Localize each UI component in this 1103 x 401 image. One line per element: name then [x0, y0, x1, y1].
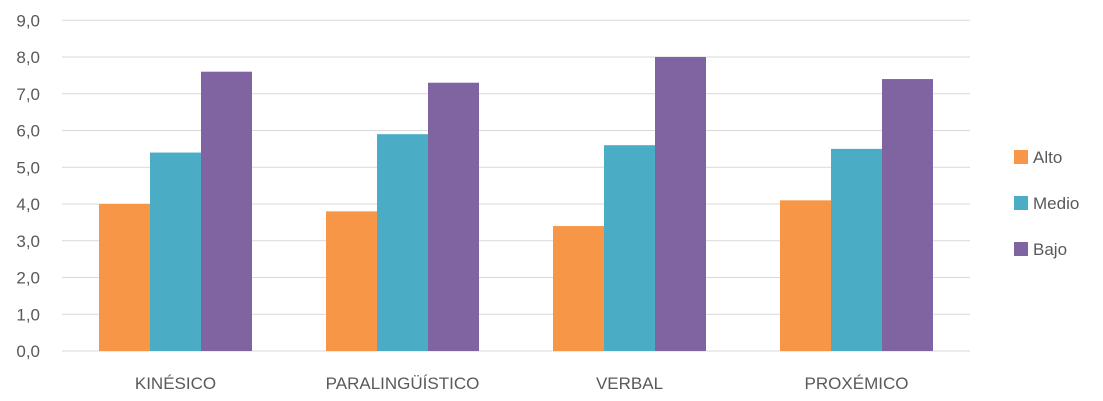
bar-medio-0: [150, 152, 201, 351]
bar-alto-0: [99, 204, 150, 351]
bar-alto-1: [326, 211, 377, 351]
x-tick-label: VERBAL: [596, 374, 663, 393]
bar-bajo-3: [882, 79, 933, 352]
y-axis-tick-labels: 0,0 1,0 2,0 3,0 4,0 5,0 6,0 7,0 8,0 9,0: [16, 11, 40, 361]
y-tick-label: 6,0: [16, 122, 40, 141]
x-tick-label: PARALINGÜÍSTICO: [326, 374, 480, 393]
legend-swatch-alto: [1014, 150, 1028, 164]
legend-swatch-bajo: [1014, 242, 1028, 256]
bar-medio-3: [831, 148, 882, 351]
y-tick-label: 8,0: [16, 48, 40, 67]
bar-medio-2: [604, 145, 655, 351]
bars: [99, 57, 933, 352]
y-tick-label: 1,0: [16, 305, 40, 324]
y-tick-label: 5,0: [16, 158, 40, 177]
x-tick-label: KINÉSICO: [135, 374, 216, 393]
y-tick-label: 7,0: [16, 85, 40, 104]
y-tick-label: 2,0: [16, 269, 40, 288]
legend-swatch-medio: [1014, 196, 1028, 210]
y-tick-label: 4,0: [16, 195, 40, 214]
bar-bajo-1: [428, 82, 479, 351]
bar-alto-3: [780, 200, 831, 351]
y-tick-label: 3,0: [16, 232, 40, 251]
x-axis-category-labels: KINÉSICO PARALINGÜÍSTICO VERBAL PROXÉMICO: [135, 374, 909, 393]
y-tick-label: 0,0: [16, 342, 40, 361]
bar-bajo-2: [655, 57, 706, 351]
bar-alto-2: [553, 226, 604, 351]
legend-label-bajo: Bajo: [1033, 240, 1067, 259]
y-tick-label: 9,0: [16, 11, 40, 30]
legend: Alto Medio Bajo: [1014, 148, 1079, 259]
legend-label-alto: Alto: [1033, 148, 1062, 167]
bar-medio-1: [377, 134, 428, 351]
legend-label-medio: Medio: [1033, 194, 1079, 213]
bar-bajo-0: [201, 71, 252, 351]
x-tick-label: PROXÉMICO: [805, 374, 909, 393]
